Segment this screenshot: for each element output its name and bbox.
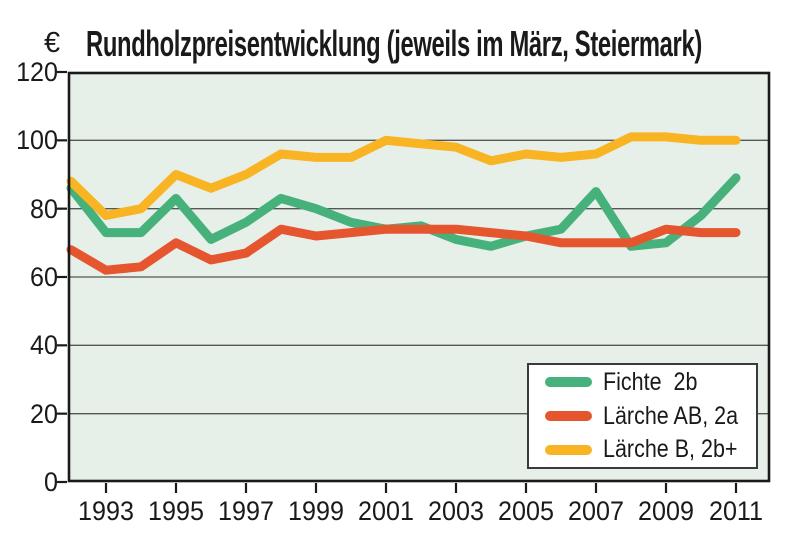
- x-tick-label-1999: 1999: [288, 496, 344, 526]
- x-tick-label-1997: 1997: [218, 496, 274, 526]
- y-tick-label-80: 80: [30, 193, 58, 224]
- legend-swatch-laerche-ab-2a: [545, 411, 592, 421]
- y-tick-label-20: 20: [30, 398, 58, 429]
- legend-item-fichte-2b: Fichte 2b: [545, 366, 756, 399]
- legend-label-laerche-ab-2a: Lärche AB, 2a: [603, 401, 739, 430]
- series-line-l-rche-b-2b+: [66, 132, 741, 220]
- x-tick-label-1995: 1995: [148, 496, 204, 526]
- x-tick-label-2007: 2007: [568, 496, 624, 526]
- x-tick-label-2005: 2005: [498, 496, 554, 526]
- y-tick-label-0: 0: [44, 467, 58, 497]
- x-tick-label-1993: 1993: [78, 496, 134, 526]
- y-tick-label-100: 100: [16, 125, 58, 156]
- y-tick-label-40: 40: [30, 330, 58, 361]
- y-tick-label-60: 60: [30, 262, 58, 292]
- legend-label-laerche-b-2b-plus: Lärche B, 2b+: [603, 435, 738, 464]
- x-tick-label-2009: 2009: [638, 496, 694, 526]
- legend-swatch-fichte-2b: [545, 377, 592, 388]
- x-tick-label-2003: 2003: [428, 496, 484, 526]
- x-tick-label-2001: 2001: [358, 496, 414, 526]
- series-line-l-rche-ab-2a: [66, 224, 741, 275]
- chart-title: Rundholzpreisentwicklung (jeweils im Mär…: [86, 23, 702, 64]
- legend-item-laerche-ab-2a: Lärche AB, 2a: [545, 400, 756, 433]
- legend-swatch-laerche-b-2b-plus: [545, 444, 592, 455]
- plot-border: [67, 71, 771, 483]
- chart-legend: Fichte 2b Lärche AB, 2a Lärche B, 2b+: [527, 363, 758, 469]
- legend-item-laerche-b-2b-plus: Lärche B, 2b+: [545, 433, 756, 466]
- legend-label-fichte-2b: Fichte 2b: [603, 367, 698, 396]
- y-tick-label-120: 120: [16, 57, 58, 87]
- y-axis-unit-label: €: [44, 27, 61, 59]
- x-tick-label-2011: 2011: [709, 496, 763, 526]
